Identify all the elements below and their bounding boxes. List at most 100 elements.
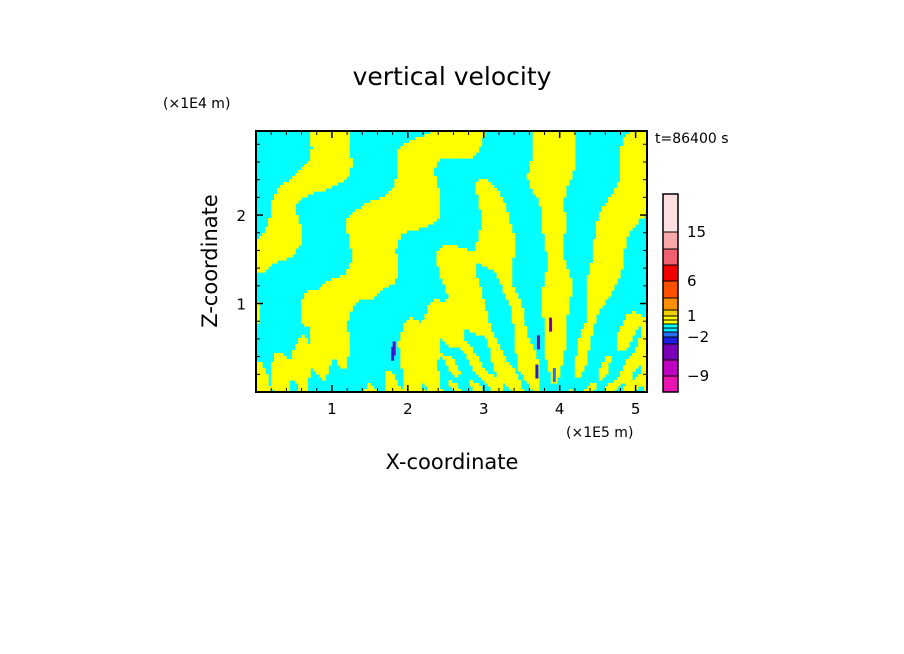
- positive-velocity-cell: [256, 305, 260, 309]
- positive-velocity-cell: [292, 350, 350, 354]
- positive-velocity-cell: [298, 386, 308, 390]
- y-axis-ticks: 12: [236, 143, 647, 375]
- positive-velocity-cell: [619, 173, 647, 177]
- positive-velocity-cell: [589, 263, 624, 267]
- positive-velocity-cell: [256, 308, 260, 312]
- positive-velocity-cell: [643, 389, 647, 392]
- positive-velocity-cell: [544, 356, 564, 360]
- positive-velocity-cell: [256, 365, 263, 369]
- positive-velocity-cell: [322, 377, 326, 381]
- positive-velocity-cell: [481, 215, 510, 219]
- positive-velocity-cell: [514, 350, 537, 354]
- positive-velocity-cell: [496, 275, 513, 279]
- positive-velocity-cell: [616, 335, 633, 339]
- positive-velocity-cell: [400, 338, 441, 342]
- colorbar-segment: [662, 336, 679, 345]
- positive-velocity-cell: [616, 341, 630, 345]
- positive-velocity-cell: [445, 299, 486, 303]
- positive-velocity-cell: [256, 239, 302, 243]
- positive-velocity-cell: [607, 383, 621, 387]
- positive-velocity-cell: [256, 377, 269, 381]
- positive-velocity-cell: [256, 320, 260, 324]
- positive-velocity-cell: [478, 230, 513, 234]
- positive-velocity-cell: [592, 260, 624, 264]
- positive-velocity-cell: [547, 362, 564, 366]
- positive-velocity-cell: [529, 179, 570, 183]
- positive-velocity-cell: [397, 176, 438, 180]
- positive-velocity-cell: [595, 227, 633, 231]
- positive-velocity-cell: [589, 383, 597, 387]
- x-tick-label: 3: [479, 400, 489, 418]
- positive-velocity-cell: [478, 179, 489, 183]
- colorbar: [662, 193, 679, 393]
- positive-velocity-cell: [619, 176, 647, 180]
- positive-velocity-cell: [502, 290, 516, 294]
- positive-velocity-cell: [622, 368, 636, 372]
- positive-velocity-cell: [574, 359, 588, 363]
- positive-velocity-cell: [349, 242, 398, 246]
- x-axis-title: X-coordinate: [386, 450, 519, 474]
- positive-velocity-cell: [352, 257, 398, 261]
- positive-velocity-cell: [511, 311, 525, 315]
- positive-velocity-cell: [505, 296, 519, 300]
- positive-velocity-cell: [271, 215, 299, 219]
- positive-velocity-cell: [514, 335, 528, 339]
- colorbar-label: 1: [687, 307, 697, 325]
- positive-velocity-cell: [619, 161, 647, 165]
- positive-velocity-cell: [256, 380, 269, 384]
- y-axis-title: Z-coordinate: [198, 194, 222, 328]
- positive-velocity-cell: [517, 362, 540, 366]
- positive-velocity-cell: [514, 326, 528, 330]
- positive-velocity-cell: [532, 188, 567, 192]
- positive-velocity-cell: [541, 212, 567, 216]
- positive-velocity-cell: [256, 242, 302, 246]
- positive-velocity-cell: [595, 221, 639, 225]
- positive-velocity-cell: [592, 251, 624, 255]
- positive-velocity-cell: [469, 329, 492, 333]
- positive-velocity-cell: [511, 314, 525, 318]
- positive-velocity-cell: [295, 347, 350, 351]
- positive-velocity-cell: [472, 368, 486, 372]
- positive-velocity-cell: [544, 350, 564, 354]
- positive-velocity-cell: [397, 173, 435, 177]
- positive-velocity-cell: [529, 383, 540, 387]
- x-axis-ticks: 1 2 3 4 5: [270, 131, 640, 418]
- positive-velocity-cell: [274, 359, 332, 363]
- positive-velocity-cell: [574, 365, 585, 369]
- positive-velocity-cell: [256, 266, 269, 270]
- positive-velocity-cell: [391, 188, 441, 192]
- positive-velocity-cell: [487, 344, 501, 348]
- positive-velocity-cell: [427, 305, 486, 309]
- positive-velocity-cell: [472, 389, 483, 392]
- positive-velocity-cell: [586, 308, 600, 312]
- positive-velocity-cell: [622, 386, 639, 390]
- positive-velocity-cell: [298, 338, 308, 342]
- positive-velocity-cell: [532, 155, 576, 159]
- positive-velocity-cell: [541, 221, 567, 225]
- positive-velocity-cell: [616, 344, 630, 348]
- positive-velocity-cell: [589, 272, 621, 276]
- positive-velocity-cell: [274, 194, 308, 198]
- positive-velocity-cell: [256, 251, 296, 255]
- positive-velocity-cell: [448, 344, 471, 348]
- positive-velocity-cell: [607, 197, 647, 201]
- positive-velocity-cell: [517, 368, 540, 372]
- positive-velocity-cell: [574, 371, 582, 375]
- positive-velocity-cell: [487, 383, 504, 387]
- positive-velocity-cell: [547, 266, 567, 270]
- positive-velocity-cell: [640, 335, 647, 339]
- positive-velocity-cell: [439, 269, 477, 273]
- positive-velocity-cell: [481, 377, 519, 381]
- positive-velocity-cell: [352, 212, 441, 216]
- positive-velocity-cell: [403, 329, 465, 333]
- positive-velocity-cell: [544, 284, 573, 288]
- positive-velocity-cell: [511, 317, 525, 321]
- positive-velocity-cell: [442, 338, 465, 342]
- positive-velocity-cell: [310, 140, 350, 144]
- positive-velocity-cell: [544, 242, 564, 246]
- positive-velocity-cell: [301, 308, 353, 312]
- positive-velocity-cell: [331, 278, 395, 282]
- positive-velocity-cell: [256, 371, 266, 375]
- positive-velocity-cell: [499, 278, 513, 282]
- positive-velocity-cell: [583, 323, 594, 327]
